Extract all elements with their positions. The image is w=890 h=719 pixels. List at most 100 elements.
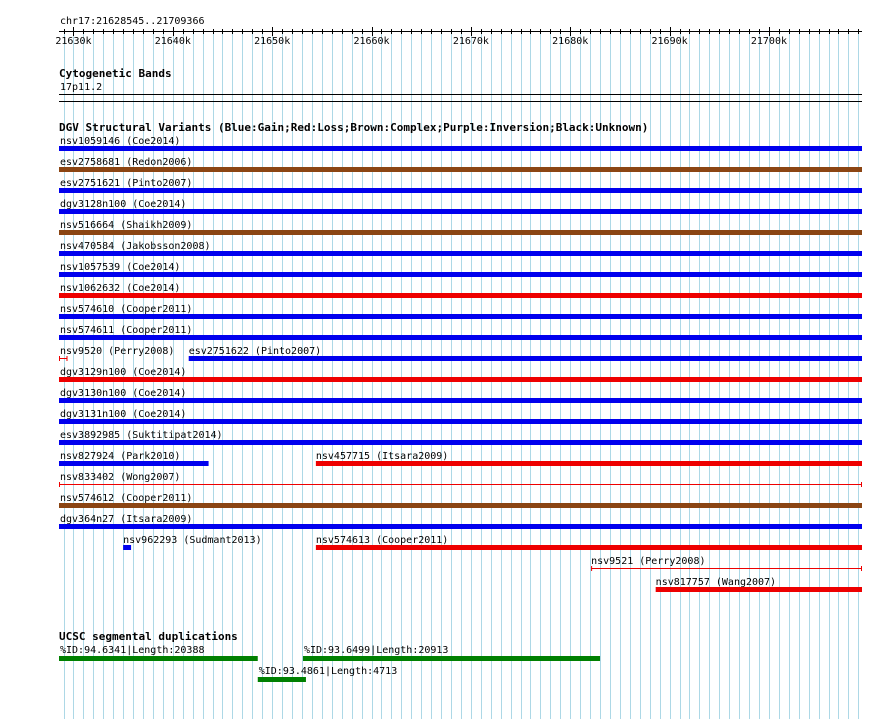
segdup-feature[interactable]: %ID:93.4861|Length:4713 (257, 666, 397, 682)
dgv-feature-end-mark (66, 356, 68, 361)
dgv-feature[interactable]: nsv833402 (Wong2007) (59, 472, 862, 487)
ruler-tick-label: 21630k (55, 36, 91, 47)
dgv-track[interactable]: nsv1059146 (Coe2014) esv2758681 (Redon200… (59, 136, 862, 592)
dgv-feature-bar[interactable] (655, 587, 862, 592)
dgv-feature-bar[interactable] (59, 230, 862, 235)
segdup-feature[interactable]: %ID:94.6341|Length:20388 (59, 645, 258, 661)
dgv-feature-bar[interactable] (59, 484, 862, 485)
dgv-feature-label: nsv457715 (Itsara2009) (316, 451, 448, 462)
dgv-feature-bar[interactable] (123, 545, 132, 550)
dgv-feature[interactable]: esv2758681 (Redon2006) (59, 157, 862, 172)
dgv-feature[interactable]: nsv1057539 (Coe2014) (59, 262, 862, 277)
dgv-feature-label: dgv3129n100 (Coe2014) (60, 367, 186, 378)
dgv-feature-bar[interactable] (59, 167, 862, 172)
segdup-feature[interactable]: %ID:93.6499|Length:20913 (302, 645, 601, 661)
dgv-feature-bar[interactable] (315, 545, 862, 550)
dgv-feature-end-mark (591, 566, 593, 571)
dgv-feature[interactable]: nsv1059146 (Coe2014) (59, 136, 862, 151)
dgv-feature-bar[interactable] (59, 524, 862, 529)
segdup-feature-label: %ID:94.6341|Length:20388 (60, 645, 205, 656)
dgv-feature[interactable]: nsv827924 (Park2010) (59, 451, 209, 466)
ruler[interactable]: 21630k 21640k 21650k 21660k 21670k 21680k 2169… (55, 27, 862, 47)
dgv-feature-label: nsv1057539 (Coe2014) (60, 262, 180, 273)
ruler-tick-label: 21700k (751, 36, 787, 47)
dgv-feature[interactable]: nsv574613 (Cooper2011) (315, 535, 862, 550)
ruler-tick-label: 21690k (652, 36, 688, 47)
dgv-feature-label: esv3892985 (Suktitipat2014) (60, 430, 223, 441)
dgv-feature[interactable]: nsv457715 (Itsara2009) (315, 451, 862, 466)
dgv-track-title: DGV Structural Variants (Blue:Gain;Red:L… (59, 121, 648, 134)
dgv-feature[interactable]: dgv364n27 (Itsara2009) (59, 514, 862, 529)
dgv-feature-label: nsv9520 (Perry2008) (60, 346, 174, 357)
dgv-feature-end-mark (59, 482, 60, 487)
dgv-feature-bar[interactable] (59, 209, 862, 214)
dgv-feature[interactable]: nsv470584 (Jakobsson2008) (59, 241, 862, 256)
dgv-feature-end-mark (861, 482, 862, 487)
dgv-feature-bar[interactable] (59, 272, 862, 277)
dgv-feature-bar[interactable] (188, 356, 862, 361)
segdup-feature-bar[interactable] (257, 677, 306, 682)
locus-label: chr17:21628545..21709366 (60, 16, 205, 27)
dgv-feature[interactable]: nsv1062632 (Coe2014) (59, 283, 862, 298)
dgv-feature-bar[interactable] (59, 251, 862, 256)
dgv-feature-bar[interactable] (59, 419, 862, 424)
dgv-feature[interactable]: nsv962293 (Sudmant2013) (123, 535, 262, 550)
dgv-feature-bar[interactable] (59, 398, 862, 403)
dgv-feature[interactable]: nsv574612 (Cooper2011) (59, 493, 862, 508)
dgv-feature-bar[interactable] (59, 358, 68, 359)
dgv-feature[interactable]: dgv3128n100 (Coe2014) (59, 199, 862, 214)
dgv-feature-bar[interactable] (59, 440, 862, 445)
dgv-feature-label: nsv574612 (Cooper2011) (60, 493, 192, 504)
dgv-feature[interactable]: dgv3129n100 (Coe2014) (59, 367, 862, 382)
dgv-feature[interactable]: nsv574610 (Cooper2011) (59, 304, 862, 319)
segdup-track[interactable]: %ID:94.6341|Length:20388 %ID:93.6499|Leng… (59, 645, 601, 682)
dgv-feature-bar[interactable] (59, 461, 209, 466)
dgv-feature[interactable]: nsv9521 (Perry2008) (591, 556, 862, 571)
dgv-feature-bar[interactable] (59, 146, 862, 151)
segdup-feature-label: %ID:93.4861|Length:4713 (259, 666, 397, 677)
dgv-feature-bar[interactable] (59, 293, 862, 298)
dgv-feature-label: nsv470584 (Jakobsson2008) (60, 241, 211, 252)
dgv-feature-label: nsv574613 (Cooper2011) (316, 535, 448, 546)
dgv-feature-bar[interactable] (59, 503, 862, 508)
dgv-feature[interactable]: esv2751622 (Pinto2007) (188, 346, 862, 361)
dgv-feature-bar[interactable] (315, 461, 862, 466)
cytoband-track-title: Cytogenetic Bands (59, 67, 172, 80)
dgv-feature-label: nsv962293 (Sudmant2013) (123, 535, 261, 546)
dgv-feature-label: dgv3131n100 (Coe2014) (60, 409, 186, 420)
segdup-feature-bar[interactable] (302, 656, 601, 661)
grid-lines (64, 30, 859, 719)
dgv-feature[interactable]: nsv817757 (Wang2007) (655, 577, 862, 592)
dgv-feature-bar[interactable] (59, 314, 862, 319)
segdup-feature-bar[interactable] (59, 656, 258, 661)
dgv-feature-label: dgv3128n100 (Coe2014) (60, 199, 186, 210)
dgv-feature-label: esv2751622 (Pinto2007) (189, 346, 321, 357)
dgv-feature-label: nsv817757 (Wang2007) (656, 577, 776, 588)
dgv-feature-label: nsv1059146 (Coe2014) (60, 136, 180, 147)
dgv-feature-label: nsv574611 (Cooper2011) (60, 325, 192, 336)
dgv-feature[interactable]: dgv3131n100 (Coe2014) (59, 409, 862, 424)
ruler-tick-label: 21650k (254, 36, 290, 47)
dgv-feature-bar[interactable] (59, 377, 862, 382)
dgv-feature[interactable]: nsv574611 (Cooper2011) (59, 325, 862, 340)
dgv-feature-label: nsv574610 (Cooper2011) (60, 304, 192, 315)
ruler-tick-label: 21680k (552, 36, 588, 47)
ruler-tick-label: 21670k (453, 36, 489, 47)
dgv-feature-bar[interactable] (59, 188, 862, 193)
dgv-feature[interactable]: esv3892985 (Suktitipat2014) (59, 430, 862, 445)
dgv-feature-label: dgv364n27 (Itsara2009) (60, 514, 192, 525)
dgv-feature-end-mark (861, 566, 862, 571)
dgv-feature-bar[interactable] (59, 335, 862, 340)
dgv-feature-label: dgv3130n100 (Coe2014) (60, 388, 186, 399)
dgv-feature[interactable]: esv2751621 (Pinto2007) (59, 178, 862, 193)
dgv-feature-label: nsv9521 (Perry2008) (591, 556, 705, 567)
dgv-feature[interactable]: nsv516664 (Shaikh2009) (59, 220, 862, 235)
dgv-feature-end-mark (59, 356, 60, 361)
dgv-feature-label: nsv827924 (Park2010) (60, 451, 180, 462)
dgv-feature-bar[interactable] (591, 568, 862, 569)
dgv-feature[interactable]: nsv9520 (Perry2008) (59, 346, 174, 361)
dgv-feature-label: nsv516664 (Shaikh2009) (60, 220, 192, 231)
ruler-tick-label: 21660k (353, 36, 389, 47)
dgv-feature[interactable]: dgv3130n100 (Coe2014) (59, 388, 862, 403)
